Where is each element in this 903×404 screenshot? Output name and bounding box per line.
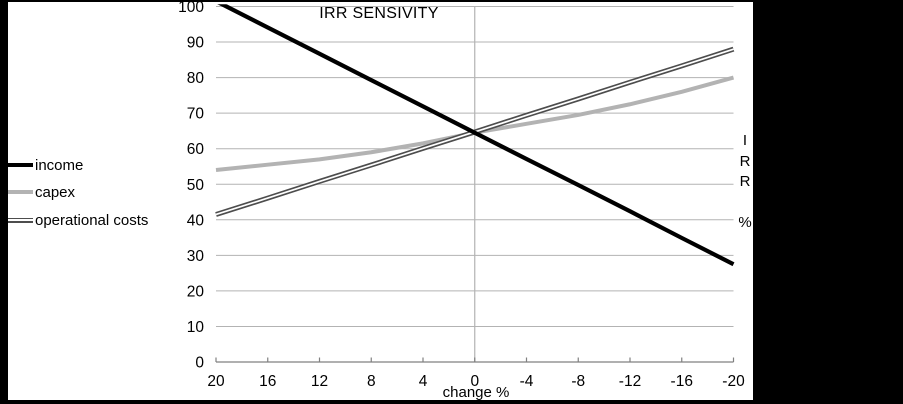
y-tick-label: 70 (187, 106, 205, 123)
y-tick-label: 100 (178, 0, 204, 16)
y-tick-label: 10 (187, 319, 205, 336)
y-tick-label: 20 (187, 283, 205, 300)
letterbox-right (753, 0, 903, 404)
legend-item-operational-costs: operational costs (7, 211, 149, 229)
letterbox-bottom (0, 400, 903, 404)
y-tick-label: 30 (187, 248, 205, 265)
y-tick-label: 60 (187, 141, 205, 158)
letterbox-left (0, 0, 8, 404)
chart-title: IRR SENSIVITY (319, 5, 439, 22)
y-axis-title-char: R (739, 173, 751, 190)
y-axis-title-char: % (738, 214, 752, 231)
legend-label-income: income (35, 156, 84, 174)
letterbox-top (0, 0, 903, 2)
y-tick-label: 80 (187, 70, 205, 87)
x-tick-label: -4 (520, 373, 534, 390)
y-tick-label: 50 (187, 177, 205, 194)
series-line-income (217, 4, 735, 267)
x-tick-label: -20 (722, 373, 745, 390)
y-axis-title-char: R (739, 152, 751, 170)
legend-item-income: income (7, 156, 84, 174)
income-line-swatch (7, 163, 33, 167)
x-tick-label: -8 (571, 373, 585, 390)
legend-label-operational-costs: operational costs (35, 211, 149, 229)
legend-item-capex: capex (7, 183, 76, 201)
capex-line-swatch (7, 190, 33, 194)
legend-label-capex: capex (35, 183, 76, 201)
x-tick-label: 16 (259, 373, 276, 390)
x-tick-label: 20 (207, 373, 225, 390)
x-tick-label: -12 (619, 373, 641, 390)
x-tick-label: -16 (671, 373, 693, 390)
x-axis-title: change % (442, 384, 510, 401)
y-tick-label: 0 (195, 355, 204, 372)
y-tick-label: 40 (187, 212, 205, 229)
y-tick-label: 90 (187, 35, 205, 52)
x-tick-label: 4 (419, 373, 428, 390)
y-axis-title-char (736, 193, 754, 214)
operational-costs-line-swatch (7, 217, 33, 223)
x-tick-label: 8 (367, 373, 376, 390)
y-axis-title-char: I (742, 132, 748, 149)
x-tick-label: 0 (470, 373, 479, 390)
x-tick-label: 12 (311, 373, 328, 390)
